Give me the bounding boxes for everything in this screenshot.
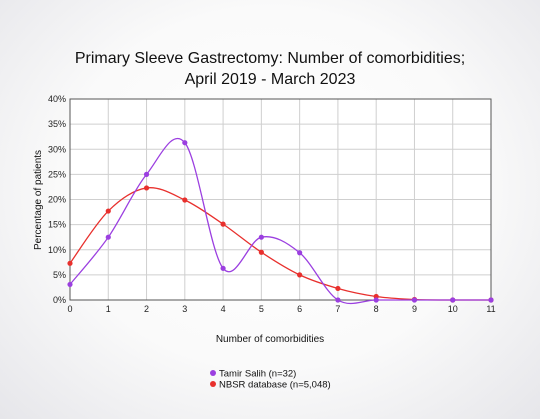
y-tick-label: 25% <box>48 169 66 179</box>
y-axis-label: Percentage of patients <box>33 150 44 250</box>
x-tick-label: 5 <box>259 304 264 314</box>
x-tick-label: 10 <box>448 304 458 314</box>
y-tick-labels: 0% 5% 10% 15% 20% 25% 30% 35% 40% <box>48 94 66 305</box>
x-tick-label: 1 <box>106 304 111 314</box>
y-tick-label: 10% <box>48 245 66 255</box>
x-tick-label: 7 <box>335 304 340 314</box>
plot-border <box>69 98 492 301</box>
chart-title: Primary Sleeve Gastrectomy: Number of co… <box>0 48 540 90</box>
x-tick-label: 2 <box>144 304 149 314</box>
series-layer <box>67 137 494 305</box>
x-tick-labels: 0 1 2 3 4 5 6 7 8 9 10 11 <box>67 304 495 314</box>
chart-title-line-1: Primary Sleeve Gastrectomy: Number of co… <box>74 50 466 67</box>
data-point <box>105 234 111 240</box>
axes <box>69 98 492 301</box>
y-tick-label: 20% <box>48 195 66 205</box>
data-point <box>335 297 341 303</box>
data-point <box>335 285 341 292</box>
y-tick-label: 15% <box>48 220 66 230</box>
series-0 <box>67 137 494 305</box>
data-point <box>105 208 111 214</box>
data-point <box>373 297 379 303</box>
legend-marker <box>210 370 216 376</box>
y-tick-label: 5% <box>53 270 66 280</box>
data-point <box>297 272 303 278</box>
data-point <box>182 197 188 203</box>
legend: Tamir Salih (n=32)NBSR database (n=5,048… <box>210 369 331 391</box>
gridlines <box>69 98 492 301</box>
x-tick-label: 3 <box>182 304 187 314</box>
data-point <box>67 260 73 266</box>
legend-entry: NBSR database (n=5,048) <box>219 380 331 391</box>
x-tick-label: 9 <box>412 304 417 314</box>
data-point <box>450 297 456 303</box>
legend-marker <box>210 381 216 387</box>
x-tick-label: 8 <box>374 304 379 314</box>
data-point <box>258 234 264 240</box>
x-tick-label: 6 <box>297 304 302 314</box>
x-tick-label: 4 <box>221 304 226 314</box>
x-tick-label: 0 <box>67 304 72 314</box>
data-point <box>220 221 226 227</box>
data-point <box>182 140 188 146</box>
data-point <box>297 250 303 256</box>
data-point <box>488 297 494 303</box>
y-tick-label: 35% <box>48 119 66 129</box>
data-point <box>258 249 264 255</box>
y-tick-label: 0% <box>53 295 66 305</box>
data-point <box>143 185 150 191</box>
x-tick-label: 11 <box>486 304 495 314</box>
y-tick-label: 40% <box>48 94 66 104</box>
data-point <box>411 297 418 303</box>
data-point <box>67 281 73 288</box>
chart-title-line-2: April 2019 - March 2023 <box>184 71 356 88</box>
legend-entry: Tamir Salih (n=32) <box>219 369 296 380</box>
data-point <box>143 171 150 177</box>
data-point <box>220 265 226 271</box>
y-tick-label: 30% <box>48 144 66 154</box>
x-axis-label: Number of comorbidities <box>216 334 324 345</box>
